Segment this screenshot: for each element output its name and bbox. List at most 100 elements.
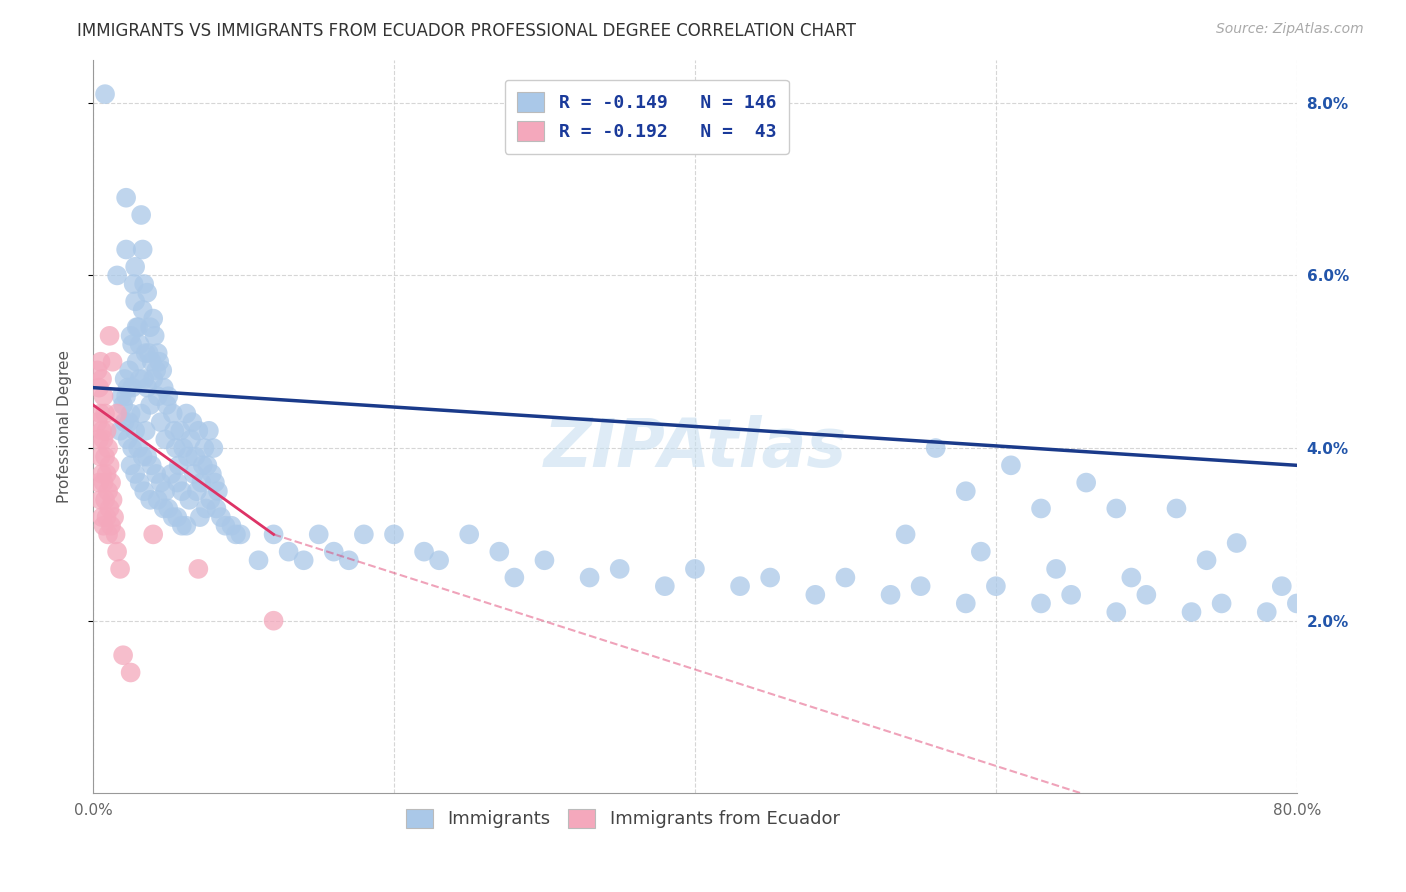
Point (165, 441, 187, 455)
Point (98, 328, 121, 343)
Point (90, 450, 112, 464)
Point (127, 320, 149, 334)
Point (201, 467, 224, 481)
Point (145, 363, 167, 377)
Point (145, 467, 167, 481)
Point (131, 450, 153, 464)
Point (138, 346, 160, 360)
Point (179, 492, 201, 507)
Text: IMMIGRANTS VS IMMIGRANTS FROM ECUADOR PROFESSIONAL DEGREE CORRELATION CHART: IMMIGRANTS VS IMMIGRANTS FROM ECUADOR PR… (77, 22, 856, 40)
Point (728, 579, 751, 593)
Legend: Immigrants, Immigrants from Ecuador: Immigrants, Immigrants from Ecuador (398, 801, 846, 836)
Point (180, 433, 202, 447)
Point (93, 389, 115, 403)
Point (141, 458, 163, 473)
Point (136, 381, 159, 395)
Point (181, 415, 204, 429)
Point (1045, 562, 1067, 576)
Point (115, 389, 138, 403)
Point (146, 346, 169, 360)
Point (150, 363, 173, 377)
Point (152, 501, 174, 516)
Point (157, 501, 180, 516)
Point (177, 450, 200, 464)
Point (129, 208, 152, 222)
Point (87, 381, 110, 395)
Point (93, 518, 115, 533)
Point (209, 510, 232, 524)
Point (183, 467, 205, 481)
Point (894, 527, 917, 541)
Point (127, 441, 149, 455)
Point (143, 328, 166, 343)
Point (112, 648, 135, 663)
Point (117, 381, 139, 395)
Point (142, 311, 165, 326)
Point (187, 562, 209, 576)
Point (91, 424, 114, 438)
Point (96, 424, 118, 438)
Point (121, 441, 143, 455)
Point (124, 294, 146, 309)
Point (910, 579, 932, 593)
Point (141, 355, 163, 369)
Point (115, 243, 138, 257)
Point (114, 372, 136, 386)
Point (148, 355, 170, 369)
Point (97, 527, 120, 541)
Point (167, 458, 190, 473)
Point (114, 415, 136, 429)
Point (184, 450, 207, 464)
Point (879, 588, 901, 602)
Point (124, 424, 146, 438)
Point (925, 441, 948, 455)
Point (120, 665, 142, 680)
Point (162, 407, 184, 421)
Point (1195, 553, 1218, 567)
Point (157, 389, 180, 403)
Point (136, 285, 159, 300)
Point (94, 450, 117, 464)
Point (155, 484, 177, 499)
Point (1105, 605, 1128, 619)
Point (94, 87, 117, 102)
Point (1271, 579, 1294, 593)
Point (1166, 501, 1188, 516)
Point (134, 484, 156, 499)
Point (1135, 588, 1157, 602)
Point (100, 518, 122, 533)
Point (97, 441, 120, 455)
Point (1000, 458, 1022, 473)
Point (155, 433, 177, 447)
Point (166, 510, 188, 524)
Point (207, 484, 229, 499)
Point (129, 407, 152, 421)
Point (135, 424, 157, 438)
Point (205, 501, 228, 516)
Point (105, 268, 128, 283)
Point (112, 398, 135, 412)
Point (146, 492, 169, 507)
Point (187, 424, 209, 438)
Point (225, 527, 247, 541)
Point (93, 475, 115, 490)
Point (834, 570, 856, 584)
Point (1226, 536, 1249, 550)
Point (683, 562, 706, 576)
Point (131, 243, 153, 257)
Point (955, 596, 977, 610)
Point (176, 407, 198, 421)
Point (96, 510, 118, 524)
Point (146, 389, 169, 403)
Point (128, 475, 150, 490)
Point (128, 337, 150, 351)
Point (277, 544, 299, 558)
Point (195, 458, 218, 473)
Point (91, 510, 114, 524)
Point (97, 484, 120, 499)
Point (533, 553, 555, 567)
Point (202, 441, 225, 455)
Y-axis label: Professional Degree: Professional Degree (58, 350, 72, 503)
Point (134, 372, 156, 386)
Point (1060, 588, 1083, 602)
